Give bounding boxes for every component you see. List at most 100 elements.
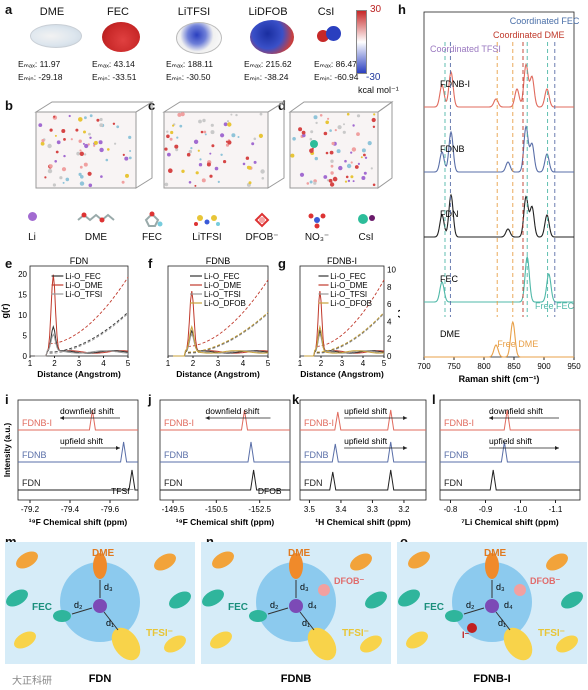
md-atom — [55, 150, 59, 154]
rdf-ytick-label: 5 — [23, 332, 28, 341]
rdf-cumulative-dme — [187, 279, 269, 347]
md-atom — [245, 156, 250, 160]
panel-label-k: k — [292, 392, 300, 407]
panel-label-o: o — [400, 534, 408, 549]
nmr-spectrum — [18, 441, 138, 463]
md-atom — [310, 130, 314, 134]
li-ion — [485, 599, 499, 613]
md-atom — [83, 162, 88, 167]
md-atom — [52, 183, 57, 187]
md-atom — [49, 164, 53, 168]
nmr-frame — [439, 399, 581, 501]
md-atom — [251, 142, 255, 146]
md-atom — [363, 171, 367, 175]
schematic-tfsi-label: TFSI⁻ — [342, 628, 369, 639]
md-atom — [56, 140, 61, 145]
nmr-spectrum — [160, 409, 290, 431]
md-atom — [206, 162, 211, 167]
md-atom — [128, 135, 132, 139]
md-atom — [373, 113, 376, 116]
raman-annot-coord-tfsi: Coordinated TFSI — [430, 44, 501, 54]
raman-plot: 700 750 800 850 900 950 Raman shift (cm⁻¹) FDNB… — [417, 11, 581, 384]
dfob-molecule — [318, 584, 330, 596]
md-atom — [114, 142, 117, 145]
raman-curve — [424, 320, 574, 358]
panel-label-m: m — [5, 534, 17, 549]
raman-sample-label: DME — [440, 329, 460, 339]
md-atom — [259, 112, 263, 116]
md-atom — [179, 124, 183, 128]
rdf-y2tick-label: 4 — [387, 317, 392, 326]
esp-name-dme: DME — [39, 6, 65, 18]
fec-icon — [144, 211, 163, 227]
d2-link — [71, 607, 93, 615]
md-atom — [329, 129, 332, 132]
solvent-blob — [212, 551, 234, 569]
md-atom — [214, 166, 219, 171]
nmr-xlabel: ¹H Chemical shift (ppm) — [315, 517, 411, 527]
rdf-legend-label: Li-O_TFSI — [330, 290, 367, 299]
md-atom — [372, 125, 376, 128]
nmr-shift-text: upfield shift — [344, 436, 388, 446]
rdf-legend-label: Li-O_DME — [204, 281, 241, 290]
panel-label-h: h — [398, 2, 406, 17]
md-atom — [227, 122, 232, 127]
nmr-sample-label: FDN — [444, 478, 463, 488]
md-atom — [63, 138, 66, 141]
watermark: 大正科研 — [12, 676, 52, 687]
md-atom — [68, 114, 71, 118]
md-atom — [188, 149, 192, 154]
schematic-fec-label: FEC — [424, 602, 444, 613]
md-atom — [352, 180, 355, 183]
md-box-c — [162, 101, 286, 189]
solvent-blob — [202, 589, 224, 607]
md-atom — [79, 149, 82, 152]
fec-molecule — [445, 610, 463, 622]
md-atom — [334, 129, 337, 132]
schematic-distance-label: d₄ — [504, 600, 513, 610]
nmr-spectrum — [300, 409, 426, 431]
nmr-spectrum — [160, 469, 290, 491]
md-atom — [121, 180, 125, 184]
rdf-xlabel: Distance (Angstrom) — [176, 369, 260, 379]
raman-xtick-label: 700 — [417, 362, 431, 371]
md-atom — [331, 141, 335, 146]
nmr-arrowhead — [60, 416, 64, 420]
solvation-schematics: DMEFECTFSI⁻d₁d₂d₃FDNDMEFECTFSI⁻d₁d₂d₃d₄D… — [5, 542, 587, 685]
panel-label-b: b — [5, 98, 13, 113]
d1-link — [495, 611, 511, 631]
raman-frame — [423, 11, 575, 358]
rdf-legend-label: Li-O_TFSI — [204, 290, 241, 299]
colorbar-unit-label: kcal mol⁻¹ — [358, 85, 399, 95]
schematic-distance-label: d₁ — [106, 618, 114, 628]
md-atom — [88, 132, 91, 136]
md-atom — [87, 143, 90, 146]
md-atom — [83, 153, 87, 156]
rdf-legend-label: Li-O_DFOB — [330, 299, 372, 308]
md-atom — [356, 132, 360, 136]
nmr-xtick-label: 3.3 — [367, 505, 379, 514]
rdf-legend-label: Li-O_DME — [330, 281, 367, 290]
md-atom — [186, 152, 191, 157]
md-atom — [357, 162, 360, 165]
nmr-arrowhead — [116, 446, 120, 450]
md-atom — [76, 151, 81, 156]
md-atom — [124, 156, 129, 161]
md-atom — [169, 137, 173, 141]
md-atom — [235, 113, 238, 117]
esp-emax-csi: Eₘₐₓ: 86.47 — [314, 59, 357, 69]
rdf-curve-tfsi — [173, 333, 269, 357]
md-atom — [181, 169, 185, 173]
schematic-title: FDNB — [281, 673, 312, 685]
rdf-legend-label: Li-O_TFSI — [65, 290, 102, 299]
raman-annot-free-fec: Free FEC — [535, 301, 575, 311]
md-snapshots — [34, 101, 394, 189]
md-atom — [350, 151, 353, 154]
nmr-xtick-label: -150.5 — [205, 505, 228, 514]
legend-dfob: DFOB⁻ — [245, 232, 279, 243]
md-atom — [361, 176, 366, 180]
raman-curve — [424, 193, 574, 238]
nmr-sample-label: FDNB-I — [164, 418, 194, 428]
solvent-blob — [408, 551, 430, 569]
